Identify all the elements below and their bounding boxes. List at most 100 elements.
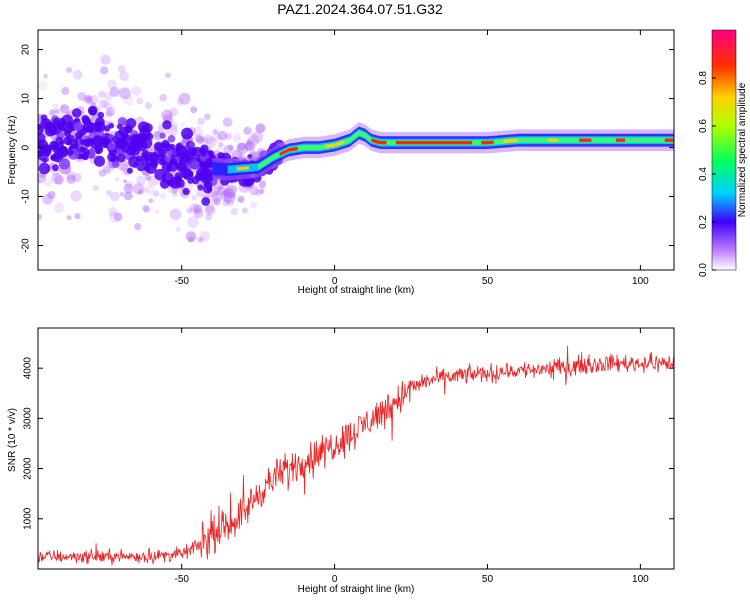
heatmap-cell <box>169 143 176 150</box>
heatmap-cell <box>241 207 248 214</box>
y-tick-label: 2000 <box>23 457 34 480</box>
snr-panel: -50 0 50 100 1000 2000 3000 4000 Height of stra… <box>7 327 675 595</box>
heatmap-cell <box>123 191 133 201</box>
heatmap-cell <box>154 209 160 214</box>
figure-title: PAZ1.2024.364.07.51.G32 <box>277 1 443 17</box>
heatmap-cell <box>250 201 258 209</box>
heatmap-cell <box>165 72 171 79</box>
heatmap-cell <box>182 169 194 181</box>
heatmap-band <box>615 138 626 142</box>
heatmap-cell <box>205 136 217 149</box>
heatmap-cell <box>254 188 263 197</box>
colorbar-tick-label: 0.0 <box>698 263 709 277</box>
heatmap-cell <box>41 145 49 152</box>
heatmap-cell <box>53 202 65 214</box>
heatmap-cell <box>223 144 233 155</box>
heatmap-cell <box>169 208 182 221</box>
heatmap-cell <box>189 203 200 213</box>
heatmap-cell <box>141 204 149 213</box>
colorbar-tick-label: 0.6 <box>698 119 709 133</box>
heatmap-cell <box>199 231 211 242</box>
heatmap-cell <box>198 160 206 168</box>
heatmap-cell <box>121 142 132 153</box>
colorbar: 0.0 0.2 0.4 0.6 0.8 Normalized spectral ampl… <box>698 29 748 277</box>
heatmap-cell <box>63 136 72 145</box>
heatmap-cell <box>98 169 106 177</box>
snr-xlabel: Height of straight line (km) <box>298 584 415 595</box>
heatmap-cell <box>243 142 253 151</box>
heatmap-cell <box>145 174 152 181</box>
heatmap-cell <box>255 123 266 134</box>
y-tick-label: 10 <box>21 93 32 105</box>
heatmap-cell <box>205 204 215 214</box>
heatmap-cell <box>112 160 120 168</box>
heatmap-cell <box>222 117 233 127</box>
heatmap-cell <box>143 205 151 213</box>
heatmap-cell <box>231 193 237 198</box>
heatmap-cell <box>144 102 153 110</box>
heatmap-cell <box>203 134 214 145</box>
heatmap-cell <box>88 94 99 105</box>
heatmap-cell <box>105 107 116 117</box>
heatmap-band <box>325 140 344 149</box>
heatmap-cell <box>247 134 260 146</box>
heatmap-cell <box>186 207 193 214</box>
spectrogram-frame <box>37 29 675 271</box>
x-tick-label: -50 <box>174 276 189 287</box>
heatmap-cell <box>42 157 48 164</box>
heatmap-cell <box>40 114 48 122</box>
heatmap-cell <box>130 133 141 144</box>
heatmap-cell <box>42 193 54 205</box>
heatmap-cell <box>38 124 44 135</box>
heatmap-cell <box>109 86 120 98</box>
heatmap-cell <box>255 123 265 134</box>
heatmap-cell <box>113 212 123 222</box>
heatmap-cell <box>51 172 63 185</box>
heatmap-cell <box>154 168 167 181</box>
heatmap-cell <box>201 197 211 206</box>
heatmap-cell <box>51 164 59 172</box>
heatmap-cell <box>107 142 116 151</box>
heatmap-cell <box>148 198 154 204</box>
heatmap-cell <box>97 111 105 119</box>
heatmap-cell <box>204 213 213 221</box>
heatmap-cell <box>144 188 149 193</box>
heatmap-cell <box>249 185 260 196</box>
heatmap-cell <box>251 131 264 144</box>
heatmap-cell <box>196 188 205 198</box>
heatmap-cell <box>53 108 58 113</box>
heatmap-cell <box>43 121 50 127</box>
heatmap-cell <box>153 130 162 139</box>
heatmap-cell <box>192 146 203 157</box>
spectrogram-ticks: -50 0 50 100 -20 -10 0 10 20 <box>21 30 674 287</box>
heatmap-cell <box>99 136 111 148</box>
x-tick-label: 50 <box>482 276 494 287</box>
heatmap-cell <box>217 186 226 195</box>
heatmap-cell <box>224 132 232 140</box>
heatmap-cell <box>167 179 175 187</box>
heatmap-cell <box>198 137 205 144</box>
spectrogram-ylabel: Frequency (Hz) <box>7 116 18 185</box>
heatmap-cell <box>149 159 157 166</box>
heatmap-cell <box>200 151 207 157</box>
heatmap-cell <box>259 188 265 194</box>
heatmap-cell <box>201 136 208 143</box>
heatmap-cell <box>188 236 195 243</box>
heatmap-cell <box>193 204 203 214</box>
heatmap-cell <box>243 126 252 136</box>
heatmap-cell <box>107 152 117 162</box>
heatmap-cell <box>102 166 111 175</box>
heatmap-cell <box>89 138 96 144</box>
heatmap-cell <box>238 197 244 203</box>
heatmap-cell <box>79 146 86 153</box>
heatmap-cell <box>187 216 199 228</box>
heatmap-cell <box>149 146 155 152</box>
heatmap-band <box>279 146 298 157</box>
y-tick-label: -20 <box>21 238 32 253</box>
heatmap-band <box>664 138 674 142</box>
heatmap-cell <box>190 106 198 114</box>
heatmap-cell <box>213 197 222 206</box>
heatmap-cell <box>125 181 134 190</box>
heatmap-cell <box>109 211 121 223</box>
